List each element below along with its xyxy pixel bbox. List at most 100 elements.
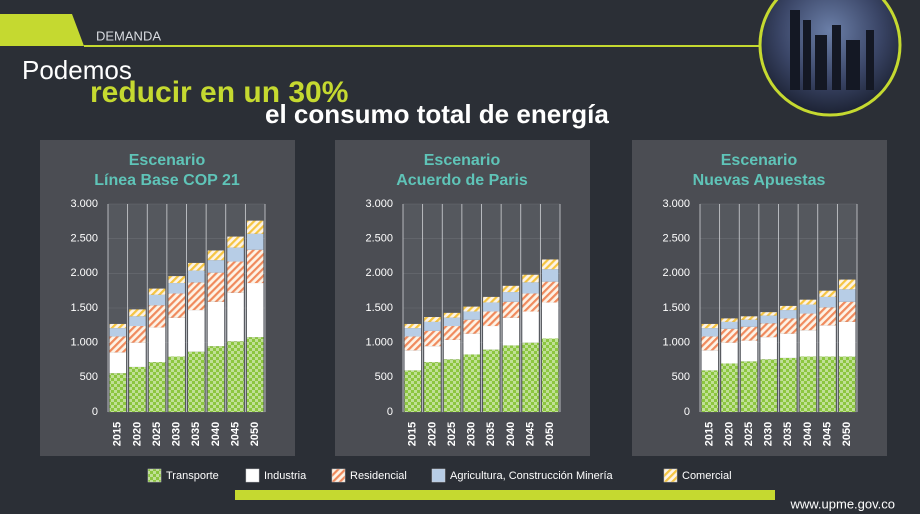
x-tick-label: 2040	[210, 422, 222, 446]
skyline	[790, 10, 874, 90]
y-tick-label: 500	[375, 371, 393, 383]
bar-segment	[148, 305, 166, 328]
bar-segment	[780, 310, 797, 319]
x-tick-label: 2020	[723, 422, 735, 446]
y-tick-label: 0	[387, 406, 393, 418]
bar-segment	[721, 328, 738, 343]
bar-segment	[168, 283, 185, 294]
bar-segment	[838, 289, 856, 302]
bar-segment	[129, 342, 146, 367]
bar-segment	[838, 279, 856, 290]
bar-segment	[502, 301, 520, 318]
bar-segment	[246, 220, 264, 234]
bar-segment	[819, 290, 836, 297]
x-tick-label: 2030	[763, 422, 775, 446]
bar-segment	[721, 342, 738, 364]
bar-segment	[207, 250, 225, 261]
bar-segment	[129, 316, 146, 327]
y-tick-label: 2.500	[662, 233, 690, 245]
y-tick-label: 2.000	[365, 267, 393, 279]
bar-segment	[207, 260, 225, 273]
bar-segment	[188, 270, 205, 283]
bar-segment	[207, 272, 225, 302]
bar-segment	[838, 301, 856, 322]
bar-segment	[188, 282, 205, 311]
bar-segment	[148, 362, 166, 412]
chart-title: Acuerdo de Paris	[396, 172, 528, 189]
footer-url: www.upme.gov.co	[789, 496, 895, 511]
bar-segment	[463, 319, 480, 334]
bar-segment	[541, 259, 559, 270]
bar-segment	[129, 309, 146, 317]
bar-segment	[838, 356, 856, 412]
bar-segment	[443, 326, 461, 340]
bar-segment	[799, 330, 817, 357]
x-tick-label: 2015	[704, 422, 716, 446]
bar-segment	[168, 276, 185, 284]
bar-segment	[463, 333, 480, 355]
bar-segment	[780, 357, 797, 412]
footer-bar	[235, 490, 775, 500]
bar-segment	[109, 373, 127, 412]
x-tick-label: 2025	[446, 422, 458, 446]
bar-segment	[780, 305, 797, 311]
bar-segment	[109, 323, 127, 329]
legend-swatch	[331, 468, 346, 483]
bar-segment	[701, 328, 719, 337]
bar-segment	[522, 282, 539, 294]
title-line: Podemos	[22, 55, 132, 85]
bar-segment	[838, 321, 856, 357]
y-tick-label: 2.500	[70, 233, 98, 245]
legend-label: Transporte	[166, 470, 219, 482]
legend-swatch	[431, 468, 446, 483]
bar-segment	[780, 318, 797, 334]
bar-segment	[541, 302, 559, 339]
bar-segment	[404, 350, 422, 371]
bar-segment	[148, 288, 166, 295]
bar-segment	[246, 249, 264, 284]
bar-segment	[502, 345, 520, 412]
y-tick-label: 2.000	[662, 267, 690, 279]
bar-segment	[424, 321, 441, 331]
y-tick-label: 1.500	[662, 302, 690, 314]
bar-segment	[109, 328, 127, 337]
bar-segment	[740, 361, 758, 412]
bar-segment	[246, 233, 264, 250]
x-tick-label: 2025	[151, 422, 163, 446]
bar-segment	[404, 370, 422, 412]
x-tick-label: 2050	[544, 422, 556, 446]
y-tick-label: 1.000	[662, 337, 690, 349]
bar-segment	[799, 304, 817, 314]
bar-segment	[424, 362, 441, 412]
legend-swatch	[147, 468, 162, 483]
bar-segment	[701, 370, 719, 412]
bar-segment	[799, 299, 817, 305]
y-tick-label: 3.000	[70, 198, 98, 210]
bar-segment	[760, 323, 777, 338]
bar-segment	[404, 328, 422, 337]
bar-segment	[483, 326, 500, 350]
bar-segment	[502, 285, 520, 293]
legend-label: Residencial	[350, 470, 407, 482]
y-tick-label: 1.500	[365, 302, 393, 314]
bar-segment	[760, 337, 777, 360]
y-tick-label: 2.500	[365, 233, 393, 245]
bar-segment	[483, 311, 500, 327]
bar-segment	[799, 313, 817, 331]
x-tick-label: 2030	[171, 422, 183, 446]
bar-segment	[148, 327, 166, 363]
bar-segment	[522, 311, 539, 343]
bar-segment	[522, 342, 539, 412]
bar-segment	[443, 312, 461, 318]
bar-segment	[129, 326, 146, 343]
bar-segment	[799, 356, 817, 412]
legend-swatch	[245, 468, 260, 483]
x-tick-label: 2040	[505, 422, 517, 446]
bar-segment	[502, 317, 520, 346]
bar-segment	[760, 359, 777, 412]
bar-segment	[541, 269, 559, 282]
bar-segment	[443, 339, 461, 360]
bar-segment	[522, 293, 539, 312]
bar-segment	[541, 281, 559, 303]
